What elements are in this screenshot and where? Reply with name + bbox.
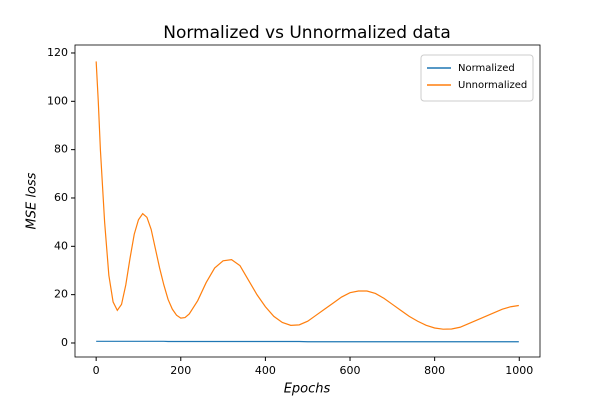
line — [95, 61, 519, 330]
y-tick-label: 20 — [54, 288, 68, 301]
x-tick-label: 800 — [424, 364, 445, 377]
legend-box — [420, 54, 534, 102]
plot-frame — [74, 44, 541, 358]
x-tick-label: 200 — [170, 364, 191, 377]
x-axis-label: Epochs — [284, 382, 331, 397]
y-tick-label: 100 — [47, 94, 68, 107]
y-tick-label: 120 — [47, 46, 68, 59]
y-axis-label: MSE loss — [25, 172, 40, 229]
x-tick-label: 400 — [255, 364, 276, 377]
chart-title: Normalized vs Unnormalized data — [163, 23, 451, 43]
legend-label: Normalized — [458, 63, 515, 74]
y-tick-label: 60 — [54, 191, 68, 204]
x-tick-label: 0 — [93, 364, 100, 377]
legend-label: Unnormalized — [458, 80, 527, 91]
x-tick-label: 1000 — [505, 364, 533, 377]
y-tick-label: 40 — [54, 239, 68, 252]
y-tick-label: 0 — [61, 336, 68, 349]
x-tick-label: 600 — [340, 364, 361, 377]
y-tick-label: 80 — [54, 143, 68, 156]
